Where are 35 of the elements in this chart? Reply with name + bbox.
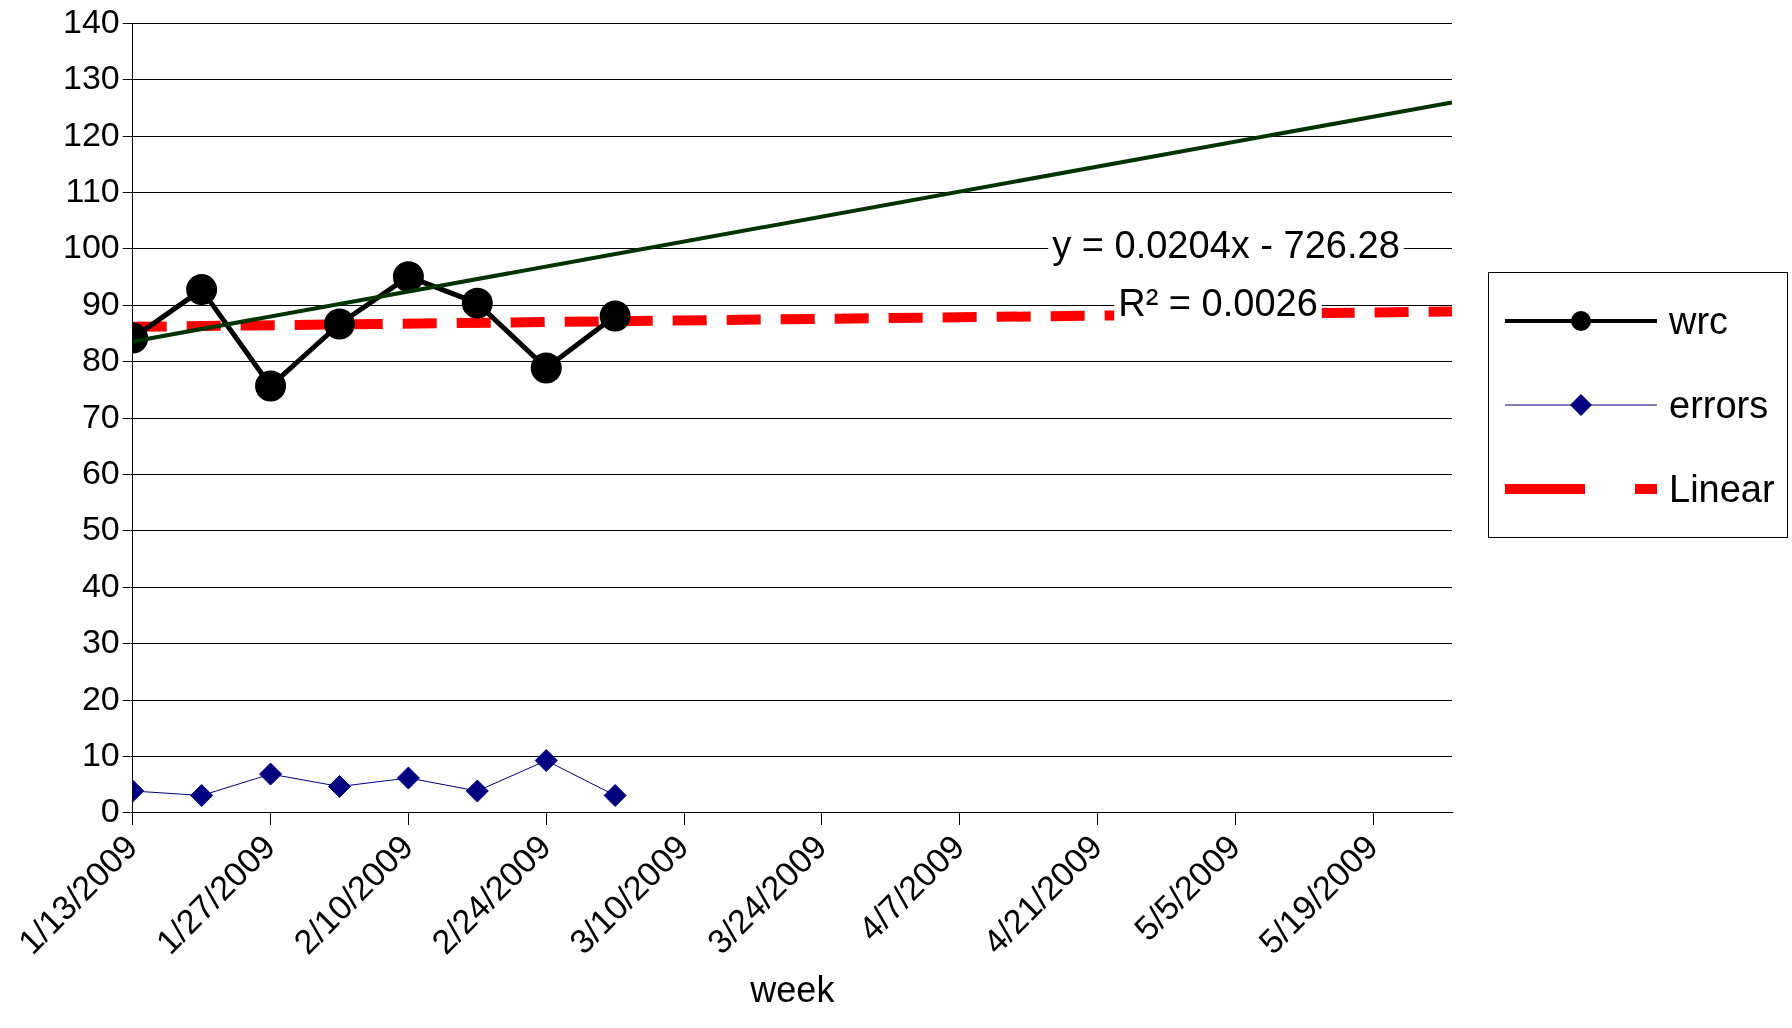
annotation: y = 0.0204x - 726.28 [1052, 224, 1400, 267]
y-tick-label: 120 [62, 114, 120, 153]
point [327, 774, 351, 798]
y-tick-label: 30 [81, 622, 120, 661]
point [530, 352, 562, 384]
y-tick-label: 0 [100, 791, 120, 830]
legend-label: errors [1669, 383, 1769, 427]
point [323, 308, 355, 340]
point [534, 749, 558, 773]
y-tick-label: 140 [62, 1, 120, 40]
y-tick-label: 90 [81, 283, 120, 322]
y-tick-label: 60 [81, 452, 120, 491]
y-tick-label: 40 [81, 565, 120, 604]
point [259, 762, 283, 786]
y-tick-label: 70 [81, 396, 120, 435]
legend-label: wrc [1669, 299, 1729, 343]
point [461, 287, 493, 319]
annotation: R² = 0.0026 [1118, 282, 1318, 325]
legend-label: Linear [1669, 467, 1775, 511]
point [186, 274, 218, 306]
y-tick-label: 20 [81, 678, 120, 717]
point [396, 766, 420, 790]
point [465, 779, 489, 803]
y-tick-label: 10 [81, 734, 120, 773]
x-axis-title: week [749, 969, 836, 1011]
point [599, 300, 631, 332]
point [255, 370, 287, 402]
point [190, 784, 214, 808]
y-tick-label: 130 [62, 58, 120, 97]
point [603, 784, 627, 808]
y-tick-label: 50 [81, 509, 120, 548]
y-tick-label: 80 [81, 340, 120, 379]
point [392, 261, 424, 293]
y-tick-label: 110 [65, 170, 120, 209]
y-tick-label: 100 [62, 227, 120, 266]
